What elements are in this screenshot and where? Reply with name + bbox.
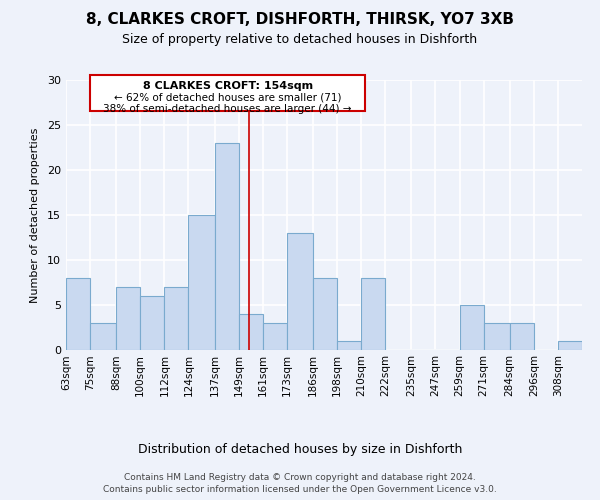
Bar xyxy=(90,323,116,350)
Bar xyxy=(313,278,337,350)
Bar xyxy=(558,341,582,350)
Bar xyxy=(460,305,484,350)
Text: Size of property relative to detached houses in Dishforth: Size of property relative to detached ho… xyxy=(122,32,478,46)
Text: Distribution of detached houses by size in Dishforth: Distribution of detached houses by size … xyxy=(138,442,462,456)
Bar xyxy=(361,278,385,350)
Bar xyxy=(263,323,287,350)
Bar xyxy=(66,278,90,350)
Bar xyxy=(510,323,534,350)
Bar xyxy=(287,233,313,350)
Bar xyxy=(116,287,140,350)
Text: ← 62% of detached houses are smaller (71): ← 62% of detached houses are smaller (71… xyxy=(114,92,341,102)
FancyBboxPatch shape xyxy=(90,76,365,112)
Text: Contains public sector information licensed under the Open Government Licence v3: Contains public sector information licen… xyxy=(103,485,497,494)
Bar xyxy=(164,287,188,350)
Bar xyxy=(188,215,215,350)
Bar xyxy=(337,341,361,350)
Bar xyxy=(140,296,164,350)
Bar xyxy=(239,314,263,350)
Bar xyxy=(215,143,239,350)
Bar xyxy=(484,323,510,350)
Y-axis label: Number of detached properties: Number of detached properties xyxy=(30,128,40,302)
Text: Contains HM Land Registry data © Crown copyright and database right 2024.: Contains HM Land Registry data © Crown c… xyxy=(124,472,476,482)
Text: 8, CLARKES CROFT, DISHFORTH, THIRSK, YO7 3XB: 8, CLARKES CROFT, DISHFORTH, THIRSK, YO7… xyxy=(86,12,514,28)
Text: 8 CLARKES CROFT: 154sqm: 8 CLARKES CROFT: 154sqm xyxy=(143,81,313,91)
Text: 38% of semi-detached houses are larger (44) →: 38% of semi-detached houses are larger (… xyxy=(103,104,352,115)
